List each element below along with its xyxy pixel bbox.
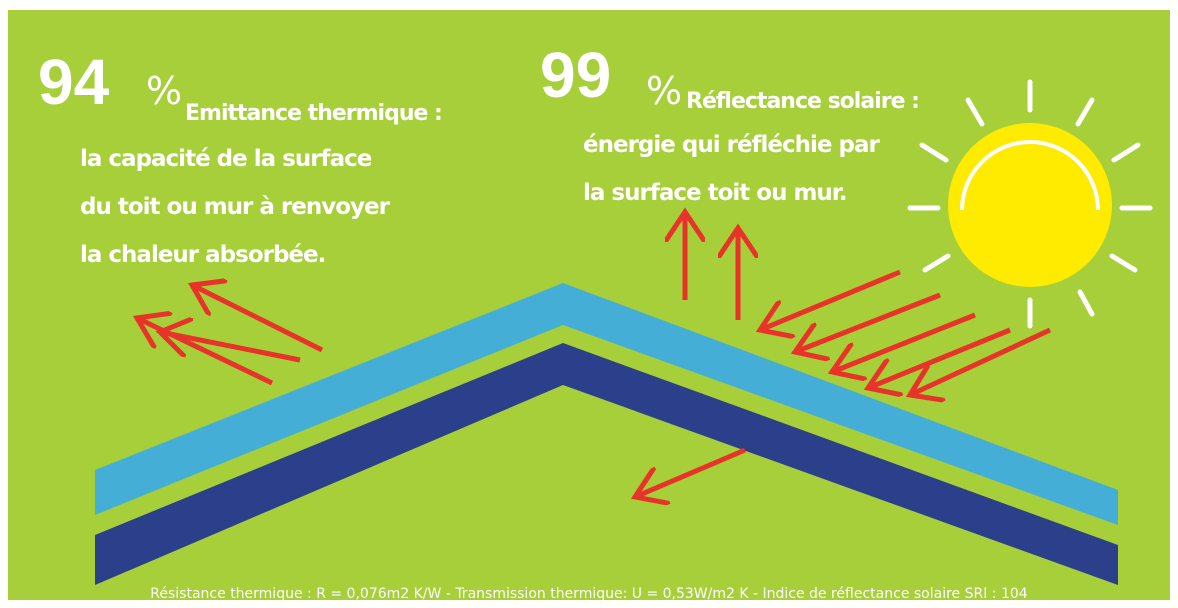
description-line: du toit ou mur à renvoyer — [80, 194, 391, 220]
heading: Réflectance solaire : — [686, 89, 919, 114]
description-line: la surface toit ou mur. — [583, 180, 847, 206]
percent-unit: % — [646, 69, 682, 113]
percent-unit: % — [146, 69, 182, 113]
description-line: énergie qui réfléchie par — [583, 132, 881, 158]
footer: Résistance thermique : R = 0,076m2 K/W -… — [150, 586, 1027, 602]
description-line: la chaleur absorbée. — [80, 242, 325, 268]
percent-value: 99 — [540, 39, 611, 111]
heading: Emittance thermique : — [185, 101, 442, 126]
infographic: 94 % Emittance thermique : la capacité d… — [0, 0, 1178, 608]
percent-value: 94 — [38, 46, 110, 118]
description-line: la capacité de la surface — [80, 146, 372, 172]
